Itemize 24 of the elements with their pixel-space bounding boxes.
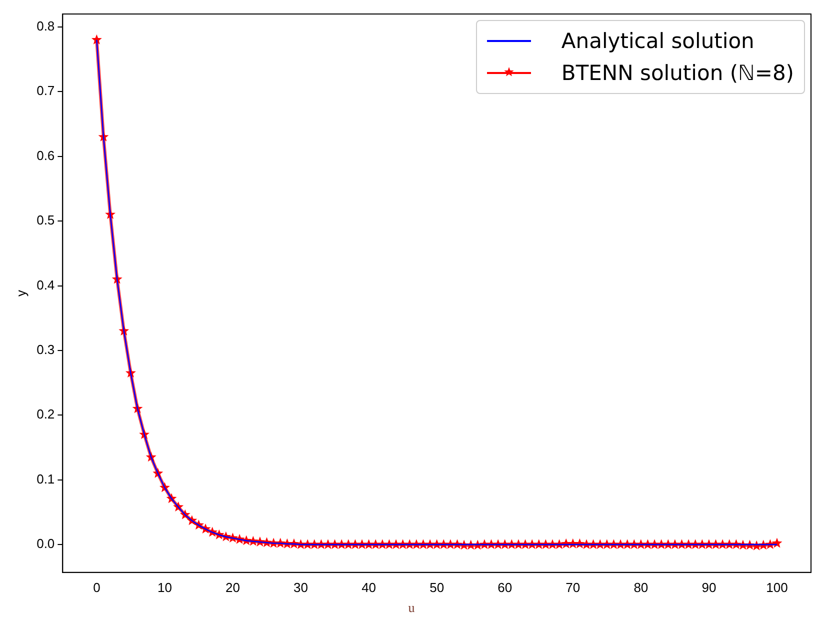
y-tick-label: 0.3 — [36, 342, 55, 358]
y-tick-label: 0.8 — [36, 18, 55, 34]
x-tick-label: 50 — [430, 580, 444, 595]
x-tick-label: 40 — [362, 580, 376, 595]
x-tick-label: 80 — [634, 580, 648, 595]
x-tick-label: 70 — [566, 580, 580, 595]
y-tick-label: 0.0 — [36, 536, 55, 552]
y-axis-title: y — [13, 289, 28, 296]
x-tick-label: 100 — [766, 580, 788, 595]
y-tick-label: 0.7 — [36, 83, 55, 98]
x-tick-label: 0 — [93, 580, 100, 595]
x-tick-label: 20 — [226, 580, 240, 595]
y-tick-label: 0.6 — [36, 148, 55, 163]
x-tick-label: 10 — [157, 580, 172, 595]
y-tick-label: 0.2 — [36, 406, 55, 422]
y-tick-label: 0.5 — [36, 212, 55, 228]
y-tick-label: 0.4 — [36, 277, 55, 292]
x-tick-label: 90 — [702, 580, 716, 595]
legend-label: BTENN solution (ℕ=8) — [561, 60, 794, 87]
legend-label: Analytical solution — [561, 28, 754, 55]
x-tick-label: 30 — [294, 580, 308, 595]
y-tick-label: 0.1 — [36, 471, 55, 486]
x-axis-title: u — [407, 600, 416, 616]
x-tick-label: 60 — [498, 580, 512, 595]
